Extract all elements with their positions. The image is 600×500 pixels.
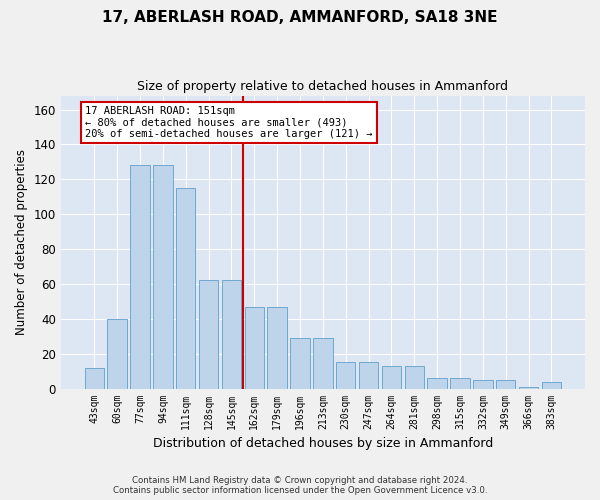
- Bar: [245, 306, 264, 388]
- Text: 17, ABERLASH ROAD, AMMANFORD, SA18 3NE: 17, ABERLASH ROAD, AMMANFORD, SA18 3NE: [102, 10, 498, 25]
- Bar: [519, 387, 538, 388]
- Bar: [473, 380, 493, 388]
- Bar: [199, 280, 218, 388]
- Bar: [336, 362, 355, 388]
- Title: Size of property relative to detached houses in Ammanford: Size of property relative to detached ho…: [137, 80, 508, 93]
- Bar: [382, 366, 401, 388]
- Bar: [85, 368, 104, 388]
- Text: Contains HM Land Registry data © Crown copyright and database right 2024.
Contai: Contains HM Land Registry data © Crown c…: [113, 476, 487, 495]
- Bar: [130, 166, 150, 388]
- Text: 17 ABERLASH ROAD: 151sqm
← 80% of detached houses are smaller (493)
20% of semi-: 17 ABERLASH ROAD: 151sqm ← 80% of detach…: [85, 106, 373, 139]
- Bar: [222, 280, 241, 388]
- Bar: [313, 338, 332, 388]
- Bar: [451, 378, 470, 388]
- Bar: [176, 188, 196, 388]
- Bar: [290, 338, 310, 388]
- Bar: [542, 382, 561, 388]
- Bar: [153, 166, 173, 388]
- X-axis label: Distribution of detached houses by size in Ammanford: Distribution of detached houses by size …: [153, 437, 493, 450]
- Bar: [359, 362, 379, 388]
- Bar: [404, 366, 424, 388]
- Bar: [427, 378, 447, 388]
- Y-axis label: Number of detached properties: Number of detached properties: [15, 149, 28, 335]
- Bar: [107, 319, 127, 388]
- Bar: [496, 380, 515, 388]
- Bar: [268, 306, 287, 388]
